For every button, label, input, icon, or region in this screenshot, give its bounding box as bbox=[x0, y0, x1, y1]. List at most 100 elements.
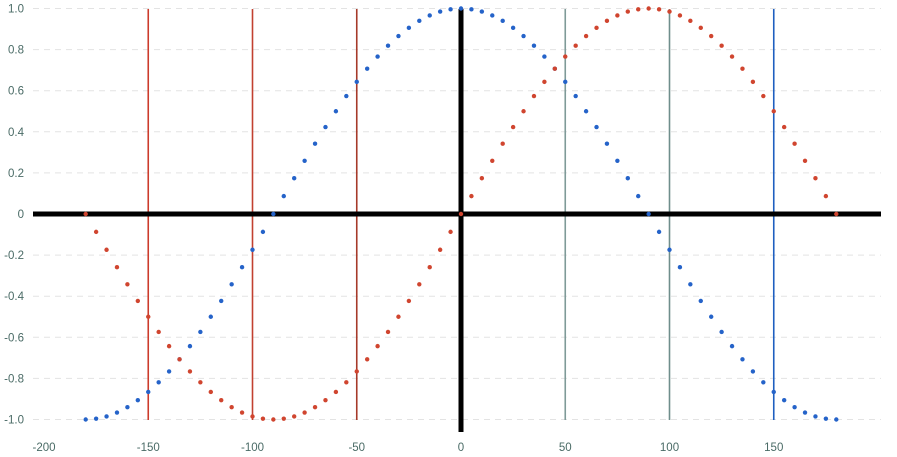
series-1-point-27 bbox=[364, 357, 370, 362]
series-0-point-2 bbox=[104, 414, 109, 419]
series-0-point-5 bbox=[135, 397, 141, 403]
series-1-point-52 bbox=[625, 9, 630, 14]
series-0-point-51 bbox=[615, 158, 620, 163]
series-0-point-20 bbox=[292, 176, 297, 181]
series-1-point-15 bbox=[239, 410, 245, 415]
y-tick-labels: -1.0 -0.8 -0.6 -0.4 -0.2 0 0.2 0.4 0.6 0.8 1.0 bbox=[4, 4, 24, 427]
series-1-point-22 bbox=[312, 404, 318, 410]
series-1-point-5 bbox=[135, 298, 141, 304]
series-0-point-32 bbox=[417, 18, 422, 24]
series-0-point-53 bbox=[636, 193, 641, 199]
series-0-point-58 bbox=[688, 282, 693, 287]
series-1-point-35 bbox=[448, 229, 453, 235]
series-1-point-3 bbox=[114, 265, 120, 270]
series-0-point-31 bbox=[406, 25, 412, 31]
series-0-point-21 bbox=[302, 158, 307, 163]
x-tick-label-7: 150 bbox=[764, 442, 783, 454]
series-0-point-70 bbox=[813, 414, 818, 419]
series-1-point-24 bbox=[333, 389, 339, 395]
series-1-point-41 bbox=[510, 124, 516, 130]
series-1-point-43 bbox=[531, 93, 537, 99]
series-1-point-51 bbox=[615, 13, 620, 18]
series-0-point-30 bbox=[396, 33, 401, 39]
series-1-point-36 bbox=[458, 211, 464, 217]
series-0-point-42 bbox=[521, 33, 526, 39]
series-1-point-4 bbox=[125, 282, 130, 287]
series-1-point-72 bbox=[834, 211, 839, 217]
series-0-point-36 bbox=[458, 6, 464, 11]
series-1-point-53 bbox=[636, 7, 641, 12]
series-1-point-28 bbox=[375, 343, 380, 349]
series-1-point-50 bbox=[604, 18, 610, 24]
series-0-point-28 bbox=[375, 54, 380, 59]
series-0-point-1 bbox=[93, 416, 99, 421]
series-1-point-17 bbox=[260, 416, 266, 421]
y-tick-label-8: 0.6 bbox=[8, 86, 24, 98]
series-1-point-68 bbox=[792, 141, 797, 146]
series-0-point-56 bbox=[667, 247, 672, 252]
series-1-point-21 bbox=[302, 410, 307, 415]
series-0-point-23 bbox=[323, 124, 328, 130]
series-0-point-16 bbox=[250, 247, 255, 252]
zero-axes bbox=[33, 9, 881, 432]
series-0-point-59 bbox=[698, 298, 703, 304]
series-0-point-43 bbox=[531, 43, 537, 48]
y-tick-label-2: -0.6 bbox=[4, 332, 24, 344]
series-1-point-44 bbox=[542, 79, 547, 85]
grid-lines bbox=[33, 8, 881, 420]
series-0-point-55 bbox=[656, 229, 662, 235]
series-1-point-18 bbox=[271, 417, 276, 422]
series-1-point-59 bbox=[698, 25, 703, 31]
series-1-point-48 bbox=[583, 33, 589, 39]
y-tick-label-6: 0.2 bbox=[8, 168, 24, 180]
y-tick-label-7: 0.4 bbox=[8, 127, 25, 139]
series-0-point-67 bbox=[781, 397, 787, 403]
series-1-point-70 bbox=[813, 176, 818, 181]
series-1-point-58 bbox=[688, 18, 693, 24]
series-0-point-71 bbox=[823, 416, 829, 421]
series-1-point-13 bbox=[219, 397, 224, 403]
series-0-point-72 bbox=[834, 417, 839, 422]
series-0-point-19 bbox=[281, 193, 286, 199]
series-1-point-46 bbox=[563, 54, 568, 59]
series-1-point-40 bbox=[500, 141, 505, 146]
series-1-point-47 bbox=[573, 43, 578, 48]
series-1-point-34 bbox=[437, 247, 443, 252]
series-1-point-37 bbox=[469, 193, 474, 199]
series-1-point-8 bbox=[166, 343, 172, 349]
series-0-point-69 bbox=[802, 410, 808, 415]
series-1-point-30 bbox=[396, 314, 401, 319]
series-1-point-66 bbox=[771, 109, 776, 114]
series-0-point-26 bbox=[354, 79, 359, 85]
series-1-point-55 bbox=[656, 7, 662, 12]
series-0-point-33 bbox=[427, 13, 432, 18]
series-1-point-11 bbox=[198, 380, 203, 385]
x-tick-label-6: 100 bbox=[660, 442, 679, 454]
series-0-point-0 bbox=[83, 417, 88, 422]
series-0-point-8 bbox=[166, 369, 172, 374]
y-tick-label-3: -0.4 bbox=[4, 291, 24, 303]
series-1-point-6 bbox=[146, 314, 151, 319]
series-0-point-3 bbox=[114, 410, 120, 415]
series-0-point-38 bbox=[479, 9, 485, 14]
series-0-point-27 bbox=[364, 66, 370, 71]
series-0-point-39 bbox=[490, 13, 495, 18]
x-tick-label-5: 50 bbox=[559, 442, 572, 454]
series-1-point-61 bbox=[719, 43, 724, 48]
series-0-point-54 bbox=[646, 211, 651, 217]
series-1-point-32 bbox=[417, 282, 422, 287]
series-0-point-6 bbox=[146, 389, 151, 395]
x-tick-label-2: -100 bbox=[241, 442, 264, 454]
series-0-point-65 bbox=[761, 380, 766, 385]
series-0-point-52 bbox=[625, 176, 630, 181]
series-1-point-54 bbox=[646, 6, 651, 11]
series-1-point-42 bbox=[521, 109, 526, 114]
series-1-point-9 bbox=[177, 357, 182, 362]
y-tick-label-1: -0.8 bbox=[4, 373, 24, 385]
y-tick-label-4: -0.2 bbox=[4, 250, 24, 262]
series-0-point-41 bbox=[510, 25, 516, 31]
series-0-point-29 bbox=[385, 43, 391, 48]
series-0-point-60 bbox=[709, 314, 714, 319]
series-1-point-26 bbox=[354, 369, 359, 374]
